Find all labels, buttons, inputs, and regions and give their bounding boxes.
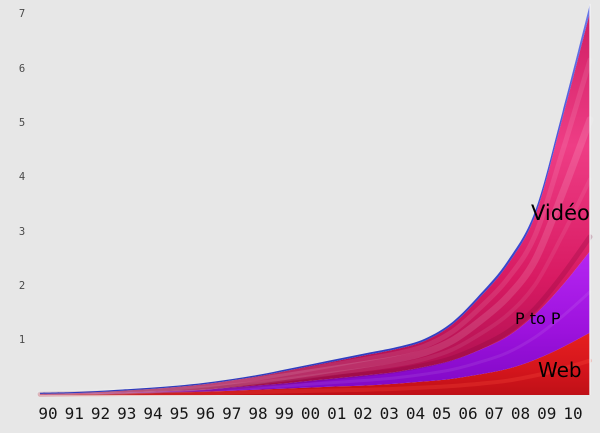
x-tick-label: 93 [117,404,137,423]
y-tick-label: 5 [18,117,26,129]
x-tick-label: 98 [248,404,268,423]
x-tick-label: 08 [510,404,531,423]
x-tick-label: 92 [90,404,111,423]
area-label-web: Web [538,358,582,382]
x-tick-label: 10 [563,404,583,423]
y-tick-label: 7 [18,8,26,20]
x-tick-label: 99 [274,404,294,423]
x-tick-label: 91 [64,404,84,423]
x-tick-label: 01 [327,404,347,423]
x-tick-label: 05 [432,404,452,423]
y-tick-label: 2 [18,280,26,292]
y-tick-label: 1 [18,334,26,346]
y-tick-label: 4 [18,171,26,183]
area-label-p2p: P to P [515,309,561,328]
x-tick-label: 00 [300,404,321,423]
x-tick-label: 96 [195,404,216,423]
x-tick-label: 94 [143,404,163,423]
x-tick-label: 09 [537,404,557,423]
x-tick-label: 97 [222,404,242,423]
y-tick-label: 6 [18,63,26,75]
x-tick-label: 95 [169,404,189,423]
x-tick-label: 06 [458,404,478,423]
x-tick-label: 04 [405,404,426,423]
x-tick-label: 02 [353,404,373,423]
area-label-video: Vidéo [531,201,590,225]
y-tick-label: 3 [18,226,26,238]
x-tick-label: 03 [379,404,399,423]
x-tick-label: 07 [484,404,504,423]
x-tick-label: 90 [38,404,58,423]
